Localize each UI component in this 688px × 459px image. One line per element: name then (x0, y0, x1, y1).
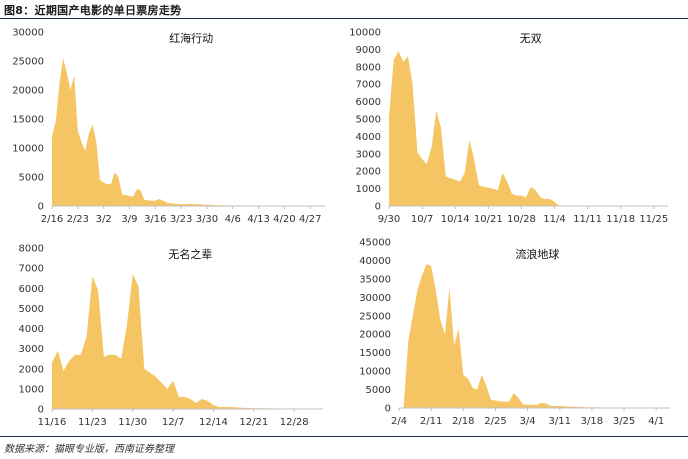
area-series (389, 51, 650, 206)
x-tick-label: 2/4 (391, 416, 407, 427)
x-tick-label: 4/1 (648, 416, 664, 427)
y-tick-label: 8000 (19, 244, 44, 255)
x-tick-label: 3/18 (581, 416, 603, 427)
y-tick-label: 6000 (356, 97, 381, 108)
area-series (403, 264, 666, 408)
y-tick-label: 4000 (19, 324, 44, 335)
bottom-rule (0, 436, 688, 437)
source-note: 数据来源：猫眼专业版，西南证券整理 (4, 444, 174, 455)
x-tick-label: 3/16 (144, 214, 166, 225)
x-tick-label: 3/4 (520, 416, 536, 427)
x-tick-label: 11/11 (573, 214, 602, 225)
x-tick-label: 4/13 (247, 214, 269, 225)
y-tick-label: 10000 (349, 28, 381, 39)
x-tick-label: 12/21 (239, 417, 268, 428)
chart-title: 无双 (520, 32, 542, 45)
figure-title: 图8：近期国产电影的单日票房走势 (4, 4, 182, 17)
y-tick-label: 5000 (366, 385, 391, 396)
y-tick-label: 10000 (12, 144, 44, 155)
y-tick-label: 25000 (12, 57, 44, 68)
y-tick-label: 9000 (356, 45, 381, 56)
x-tick-label: 11/30 (118, 417, 147, 428)
y-tick-label: 5000 (356, 115, 381, 126)
x-tick-label: 3/30 (196, 214, 218, 225)
x-tick-label: 4/6 (225, 214, 241, 225)
y-tick-label: 35000 (359, 274, 391, 285)
x-tick-label: 2/18 (452, 416, 474, 427)
x-tick-label: 11/4 (543, 214, 565, 225)
x-tick-label: 10/21 (474, 214, 503, 225)
y-tick-label: 25000 (359, 311, 391, 322)
x-tick-label: 3/11 (549, 416, 571, 427)
chart-title: 无名之辈 (168, 247, 212, 261)
y-tick-label: 45000 (359, 238, 391, 249)
y-tick-label: 0 (38, 405, 44, 416)
chart-red-sea-action: 0 5000 10000 15000 20000 25000 30000 2/16 2/23 3/… (12, 28, 325, 225)
chart-title: 流浪地球 (515, 247, 559, 261)
y-tick-label: 0 (38, 202, 44, 213)
x-tick-label: 11/16 (38, 417, 67, 428)
x-tick-label: 2/16 (41, 214, 63, 225)
x-tick-label: 12/7 (162, 417, 184, 428)
x-tick-label: 3/9 (121, 214, 137, 225)
chart-title: 红海行动 (169, 31, 213, 45)
y-tick-label: 20000 (12, 86, 44, 97)
x-tick-label: 3/25 (613, 416, 635, 427)
x-tick-label: 2/23 (67, 214, 89, 225)
chart-wumingzhibei: 0 1000 2000 3000 4000 5000 6000 7000 8000 11/16 11… (19, 244, 323, 428)
chart-wandering-earth: 0 5000 10000 15000 20000 25000 30000 35000 40000… (359, 238, 670, 427)
y-tick-label: 5000 (19, 173, 44, 184)
area-series (52, 58, 318, 206)
y-tick-label: 1000 (19, 384, 44, 395)
x-tick-label: 12/14 (199, 417, 228, 428)
y-tick-label: 5000 (19, 304, 44, 315)
x-tick-label: 10/14 (441, 214, 470, 225)
y-tick-label: 4000 (356, 132, 381, 143)
y-tick-label: 30000 (359, 293, 391, 304)
x-tick-label: 10/28 (507, 214, 536, 225)
y-tick-label: 7000 (19, 264, 44, 275)
y-tick-label: 8000 (356, 62, 381, 73)
y-tick-label: 40000 (359, 256, 391, 267)
x-tick-label: 3/23 (170, 214, 192, 225)
chart-wushuang: 0 1000 2000 3000 4000 5000 6000 7000 8000 9000 100… (349, 28, 668, 226)
x-tick-label: 12/28 (280, 417, 309, 428)
y-tick-label: 3000 (19, 344, 44, 355)
y-tick-label: 7000 (356, 80, 381, 91)
y-tick-label: 15000 (12, 115, 44, 126)
top-rule (0, 18, 688, 19)
x-tick-label: 11/25 (639, 214, 668, 225)
y-tick-label: 10000 (359, 367, 391, 378)
area-series (52, 274, 318, 409)
x-tick-label: 10/7 (411, 214, 433, 225)
x-tick-label: 2/25 (484, 416, 506, 427)
y-tick-label: 2000 (19, 364, 44, 375)
y-tick-label: 1000 (356, 184, 381, 195)
y-tick-label: 3000 (356, 149, 381, 160)
y-tick-label: 2000 (356, 167, 381, 178)
x-tick-label: 4/27 (299, 214, 321, 225)
x-tick-label: 11/18 (606, 214, 635, 225)
y-tick-label: 6000 (19, 284, 44, 295)
x-tick-label: 2/11 (420, 416, 442, 427)
y-tick-label: 15000 (359, 348, 391, 359)
y-tick-label: 30000 (12, 28, 44, 39)
x-tick-label: 11/23 (78, 417, 107, 428)
x-tick-label: 4/20 (273, 214, 295, 225)
y-tick-label: 0 (385, 404, 391, 415)
y-tick-label: 0 (375, 202, 381, 213)
y-tick-label: 20000 (359, 330, 391, 341)
x-tick-label: 3/2 (96, 214, 112, 225)
x-tick-label: 9/30 (378, 214, 400, 225)
